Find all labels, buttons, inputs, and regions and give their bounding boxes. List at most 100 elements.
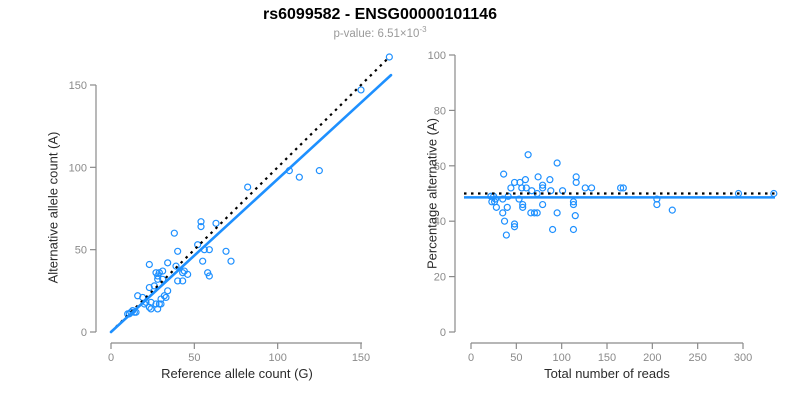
data-point [197,223,205,231]
figure-title: rs6099582 - ENSG00000101146 [263,6,497,23]
data-point [528,187,536,195]
x-tick-label: 100 [268,352,286,364]
y-tick-label: 100 [428,50,446,62]
data-point [222,247,230,255]
data-point [315,167,323,175]
x-tick-label: 0 [108,352,114,364]
data-point [227,257,235,265]
y-tick-label: 0 [440,327,446,339]
y-tick-label: 40 [434,216,446,228]
data-point [530,209,539,217]
y-tick-label: 0 [81,327,87,339]
data-point [172,262,180,270]
x-tick-label: 100 [552,352,570,364]
data-point [154,305,162,313]
data-point [539,200,547,209]
x-tick-label: 0 [468,352,474,364]
data-point [155,269,163,277]
data-point [205,246,213,254]
left-plot-x-axis-label: Reference allele count (G) [161,366,313,381]
data-point [619,184,627,192]
x-tick-label: 200 [643,352,661,364]
data-point [503,203,511,211]
data-point [521,176,530,184]
x-tick-label: 50 [188,352,200,364]
identity-dotted-line [110,57,389,333]
data-point [539,181,547,189]
data-point [546,176,554,184]
data-point [539,184,547,192]
data-point [547,187,555,195]
pvalue-text: p-value: 6.51×10 [333,27,420,40]
data-point [553,209,561,217]
data-point [569,200,578,209]
data-point [507,184,515,192]
data-point [587,184,596,192]
pvalue-exponent: -3 [419,25,427,34]
data-point [500,217,509,225]
data-point [534,173,542,181]
left-plot-y-axis-label: Alternative allele count (A) [45,131,61,284]
data-point [145,303,153,311]
y-tick-label: 50 [75,245,87,257]
data-point [199,257,207,265]
data-point [518,184,526,192]
data-point [179,269,187,277]
data-point [147,305,155,313]
fit-line [109,73,393,334]
data-point [194,241,202,249]
data-point [533,209,541,217]
data-point [569,225,578,234]
right-plot-y-axis-label: Percentage alternative (A) [424,117,440,270]
data-point [569,198,578,206]
data-point [549,225,557,234]
data-point [164,287,172,295]
data-point [488,198,496,206]
data-point [157,300,165,308]
data-point [499,195,507,203]
data-point [519,200,527,209]
y-tick-label: 80 [434,105,446,117]
data-point [617,184,625,192]
data-point [179,277,187,285]
data-point [170,229,178,237]
data-point [152,269,160,277]
data-point [510,220,519,228]
data-point [522,184,530,192]
y-tick-label: 100 [69,162,87,174]
x-tick-label: 300 [734,352,752,364]
data-point [492,203,500,211]
data-point [510,223,519,231]
data-point [519,203,527,211]
data-point [653,200,661,209]
data-point [668,206,676,214]
data-point [174,247,182,255]
right-plot: 0 20 40 60 80 100 0 50 100 150 200 250 300 [428,50,778,364]
data-point [197,218,205,226]
data-point [204,269,212,277]
left-plot: 0 50 100 150 0 50 100 150 [69,53,393,364]
data-point [212,219,220,227]
x-tick-label: 150 [598,352,616,364]
y-tick-label: 60 [434,161,446,173]
data-point [500,170,508,178]
data-point [571,212,579,220]
x-tick-label: 150 [352,352,370,364]
data-point [145,260,153,269]
data-point [385,53,393,61]
figure-subtitle: p-value: 6.51×10-3 [0,25,760,40]
data-point [502,231,510,239]
data-point [515,195,523,203]
data-point [499,209,507,217]
data-point [145,283,153,292]
data-point [357,86,365,94]
data-point [164,259,172,267]
data-point [572,178,580,187]
y-tick-label: 20 [434,272,446,284]
x-tick-label: 250 [688,352,706,364]
right-plot-x-axis-label: Total number of reads [544,366,670,381]
data-point [295,173,303,181]
data-point [553,159,561,167]
